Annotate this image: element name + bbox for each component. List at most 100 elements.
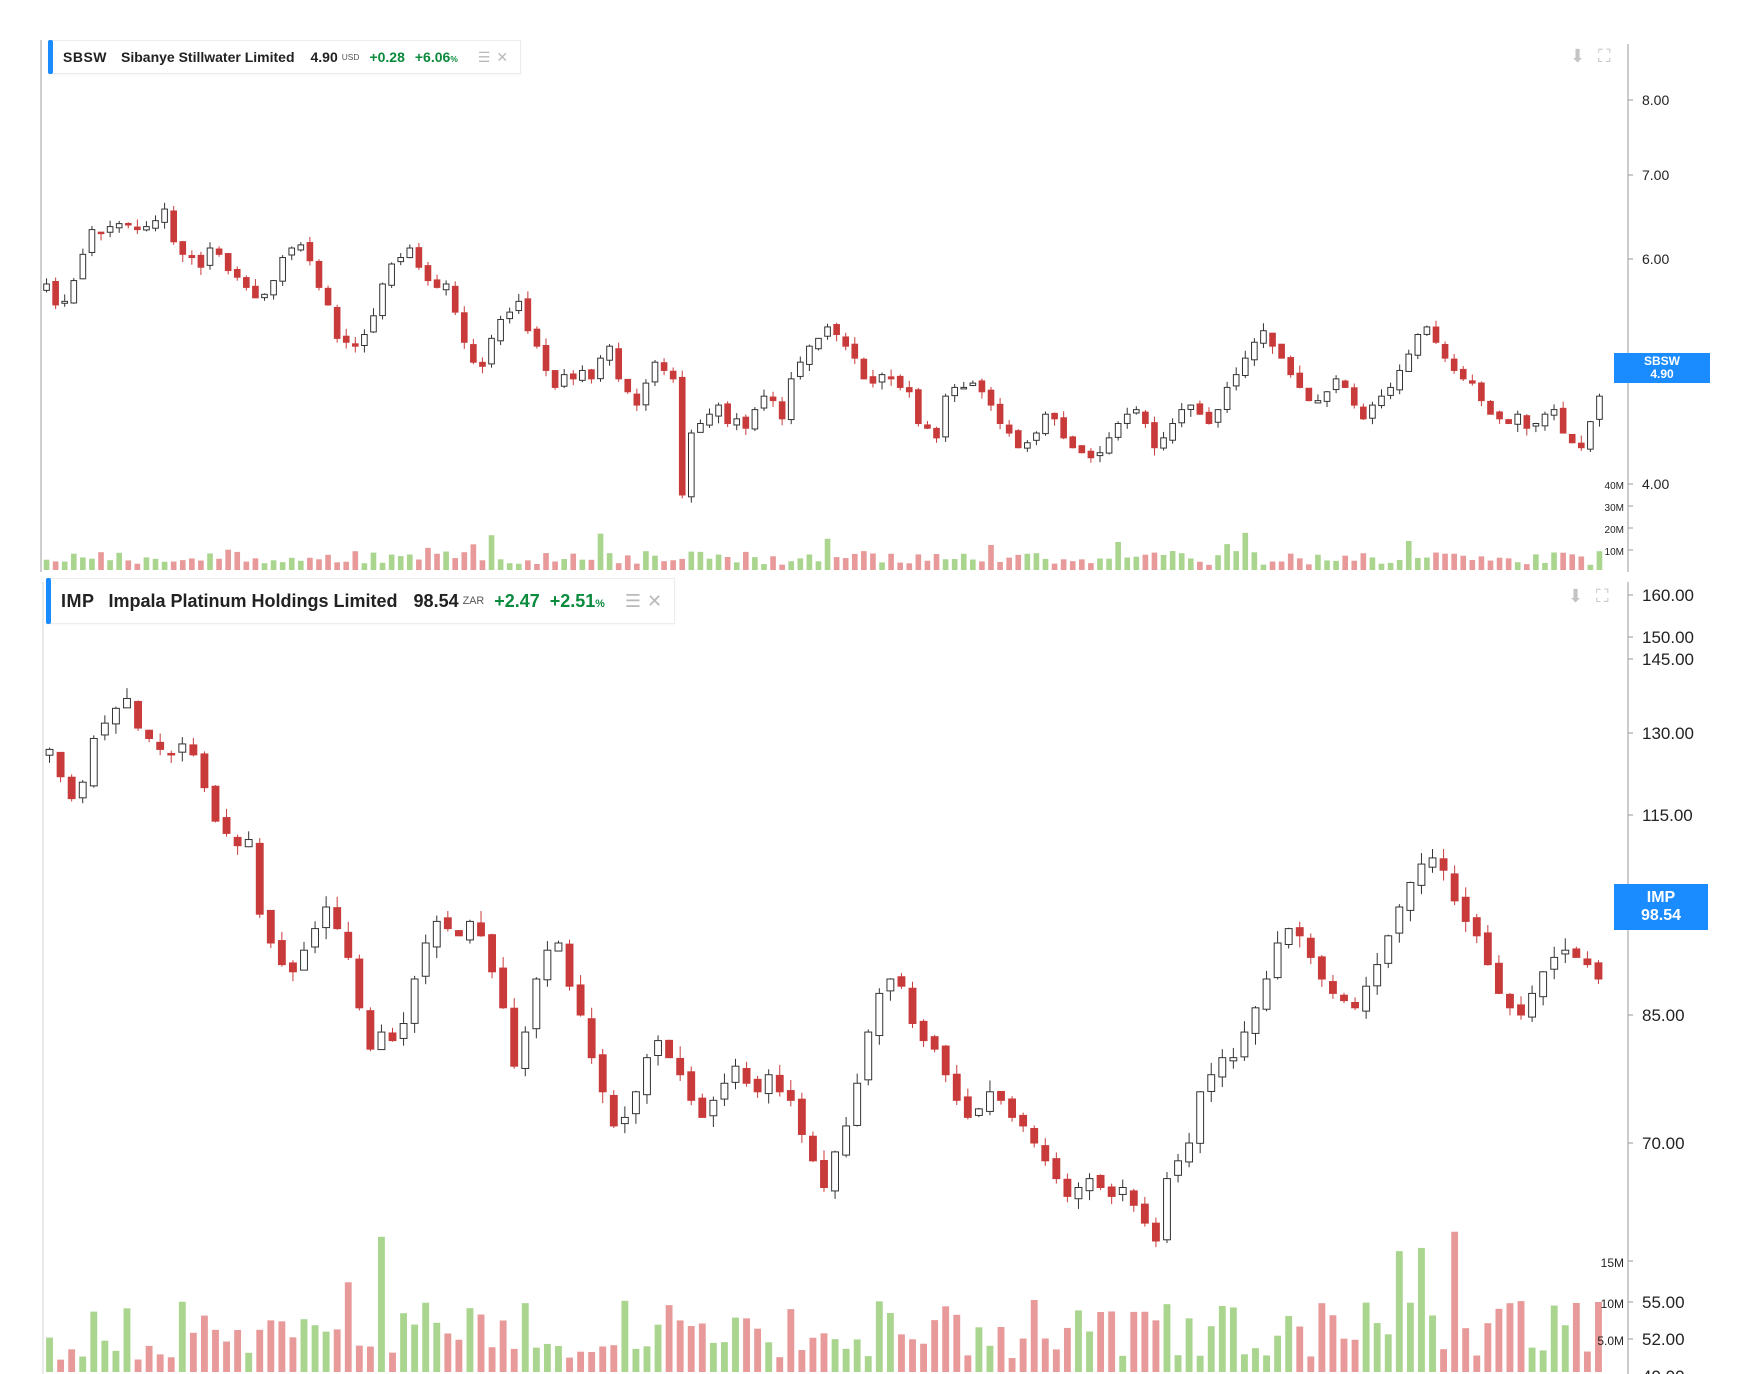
candle: [143, 221, 150, 232]
axis-tick-label: 130.00: [1642, 724, 1694, 743]
volume-bar: [621, 1300, 629, 1372]
volume-bar: [189, 1332, 197, 1372]
candle: [554, 940, 563, 952]
download-icon[interactable]: ⬇: [1570, 46, 1586, 66]
candle-body: [1487, 400, 1494, 415]
candle: [853, 1073, 862, 1127]
volume-bar: [107, 560, 113, 570]
volume-bar: [344, 1282, 352, 1372]
candle: [300, 941, 308, 971]
candle: [333, 896, 342, 930]
candle-body: [620, 1116, 629, 1125]
candle-body: [1241, 357, 1249, 377]
candle: [1014, 429, 1022, 449]
volume-bar: [1362, 1302, 1370, 1372]
volume-bar: [515, 563, 522, 570]
candle: [1441, 341, 1449, 363]
layers-icon[interactable]: ☰: [624, 590, 642, 611]
candle-body: [905, 387, 913, 393]
candle-body: [1506, 993, 1514, 1009]
candle: [933, 426, 940, 443]
volume-bar: [886, 1312, 894, 1372]
candle-body: [89, 737, 98, 787]
volume-bar: [1075, 1310, 1082, 1372]
volume-bar: [416, 559, 422, 570]
volume-bar: [411, 1324, 419, 1372]
candle-body: [930, 1036, 939, 1050]
candle-body: [1360, 406, 1367, 420]
candle-body: [266, 909, 275, 944]
candle-body: [61, 300, 69, 304]
candle: [1550, 404, 1558, 421]
candle-body: [433, 279, 441, 288]
download-icon[interactable]: ⬇: [1568, 586, 1584, 606]
volume-bar: [942, 559, 949, 570]
candle-body: [244, 839, 253, 848]
candle: [924, 420, 931, 430]
volume-bar: [1342, 555, 1348, 570]
candle: [1278, 343, 1285, 359]
candle: [421, 934, 430, 985]
candle-body: [1240, 1031, 1249, 1058]
candle: [609, 1090, 618, 1128]
candle: [1329, 974, 1337, 999]
volume-bar: [1197, 561, 1203, 570]
candle: [270, 279, 277, 300]
candle: [809, 1131, 817, 1163]
candle: [1373, 952, 1382, 995]
close-icon[interactable]: ✕: [647, 590, 663, 611]
candle: [377, 1024, 386, 1051]
candle: [1033, 431, 1040, 446]
candle: [1472, 913, 1481, 944]
candle: [388, 1027, 397, 1042]
close-icon[interactable]: ✕: [496, 48, 509, 65]
candle-body: [477, 922, 485, 937]
candle: [88, 225, 96, 257]
layers-icon[interactable]: ☰: [477, 48, 491, 65]
candle-body: [1107, 1186, 1116, 1197]
candle-body: [753, 1078, 762, 1093]
candle-body: [152, 220, 159, 229]
expand-icon[interactable]: ⛶: [1598, 46, 1611, 66]
volume-bar: [1269, 561, 1276, 570]
volume-bar: [307, 557, 313, 570]
volume-bar: [152, 558, 159, 570]
volume-bar: [1324, 560, 1330, 570]
candle-body: [1132, 409, 1140, 414]
candle: [1185, 1132, 1194, 1168]
candle-body: [1151, 422, 1158, 449]
candle: [297, 242, 305, 252]
candle-body: [333, 306, 341, 339]
candle-body: [179, 241, 187, 255]
volume-bar: [1274, 1335, 1282, 1372]
candle: [45, 747, 54, 763]
volume-bar: [1233, 551, 1240, 570]
volume-bar: [1539, 1350, 1547, 1372]
volume-bar: [261, 563, 268, 570]
candle-body: [306, 242, 314, 262]
sbsw-candlestick-chart[interactable]: 8.00 7.00 6.00 4.00 40M 30M 20M 10M: [0, 0, 1763, 572]
volume-bar: [986, 1345, 994, 1372]
volume-bar: [1405, 540, 1412, 570]
candle-body: [709, 1099, 718, 1117]
imp-candlestick-chart[interactable]: 160.00 150.00 145.00 130.00 115.00 85.00 70.00…: [0, 572, 1763, 1374]
candle-body: [942, 395, 949, 438]
volume-bar: [161, 561, 168, 570]
candle: [1132, 406, 1140, 415]
volume-bar: [311, 1325, 319, 1372]
candle: [1008, 1096, 1017, 1122]
axis-tick-label: 85.00: [1642, 1006, 1685, 1025]
volume-bar: [643, 1346, 651, 1372]
candle-body: [1214, 409, 1222, 423]
expand-icon[interactable]: ⛶: [1596, 586, 1609, 606]
volume-bar: [752, 557, 758, 570]
volume-bar: [988, 544, 994, 570]
candle: [1305, 387, 1313, 402]
candle-body: [1369, 404, 1376, 419]
candle-body: [52, 281, 59, 306]
candle: [1523, 414, 1531, 436]
candle-body: [311, 928, 319, 948]
candle: [1160, 431, 1167, 451]
candle-body: [1483, 932, 1492, 966]
sbsw-legend-header: SBSW Sibanye Stillwater Limited 4.90 USD…: [48, 40, 522, 74]
